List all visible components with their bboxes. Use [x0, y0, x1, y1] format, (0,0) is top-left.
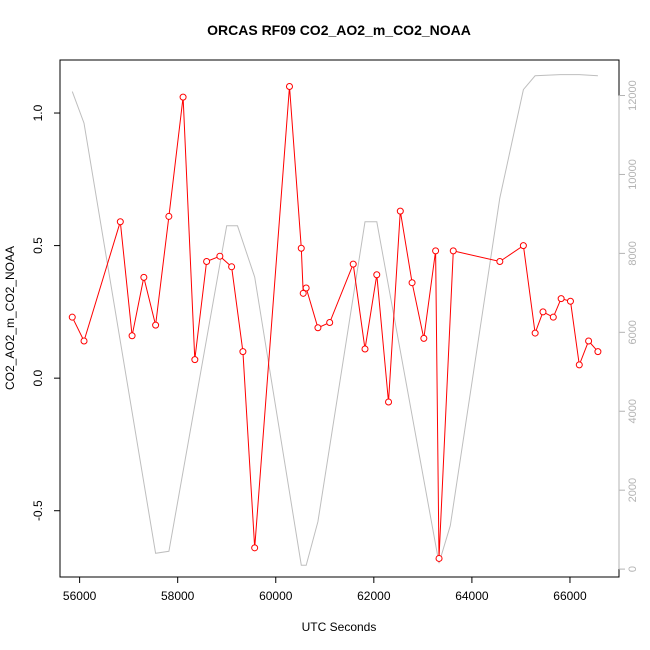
data-point [449, 247, 457, 255]
data-point [285, 83, 293, 91]
x-tick-label: 60000 [259, 589, 293, 603]
x-axis: 56000 58000 60000 62000 64000 66000 [63, 576, 587, 603]
y2-tick-label: 12000 [627, 80, 639, 111]
data-point [251, 544, 259, 552]
x-tick-label: 64000 [455, 589, 489, 603]
data-point [420, 334, 428, 342]
data-point [496, 257, 504, 265]
chart-title: ORCAS RF09 CO2_AO2_m_CO2_NOAA [207, 22, 471, 38]
data-point [435, 554, 443, 562]
y2-tick-label: 0 [627, 566, 639, 572]
data-point [239, 348, 247, 356]
y2-tick-label: 6000 [627, 320, 639, 344]
series-layer [68, 74, 602, 566]
y2-tick-label: 2000 [627, 478, 639, 502]
data-point [216, 252, 224, 260]
data-point [519, 242, 527, 250]
data-point [432, 247, 440, 255]
data-point [396, 207, 404, 215]
data-point [228, 263, 236, 271]
data-point [116, 218, 124, 226]
data-point [326, 318, 334, 326]
data-point [349, 260, 357, 268]
data-point [557, 295, 565, 303]
y-axis-label: CO2_AO2_m_CO2_NOAA [3, 246, 17, 390]
y-tick-label: 1.0 [31, 104, 45, 121]
data-point [575, 361, 583, 369]
data-point [314, 324, 322, 332]
x-axis-label: UTC Seconds [302, 620, 377, 634]
data-point [179, 93, 187, 101]
plot-frame [59, 59, 620, 578]
data-point [165, 212, 173, 220]
y-axis-left: -0.5 0.0 0.5 1.0 [31, 104, 61, 521]
data-point [140, 273, 148, 281]
y-axis-right: 0 2000 4000 6000 8000 10000 12000 [618, 80, 639, 572]
data-point [128, 332, 136, 340]
y-tick-label: 0.0 [31, 369, 45, 386]
x-tick-label: 58000 [161, 589, 195, 603]
data-point [408, 279, 416, 287]
data-point [152, 321, 160, 329]
plot-area-border [59, 59, 620, 578]
y-tick-label: 0.5 [31, 237, 45, 254]
data-point [585, 337, 593, 345]
data-point [299, 289, 307, 297]
data-point [539, 308, 547, 316]
data-point [191, 356, 199, 364]
data-point [297, 244, 305, 252]
data-point [566, 297, 574, 305]
data-point [80, 337, 88, 345]
data-point [203, 257, 211, 265]
y2-tick-label: 4000 [627, 399, 639, 423]
x-tick-label: 56000 [63, 589, 97, 603]
data-point [302, 284, 310, 292]
x-tick-label: 62000 [357, 589, 391, 603]
data-point [385, 398, 393, 406]
series-line-right-axis [71, 74, 598, 566]
x-tick-label: 66000 [553, 589, 587, 603]
y-tick-label: -0.5 [31, 500, 45, 521]
y2-tick-label: 10000 [627, 159, 639, 190]
data-point [68, 313, 76, 321]
data-point [594, 348, 602, 356]
data-point [361, 345, 369, 353]
data-point [373, 271, 381, 279]
y2-tick-label: 8000 [627, 241, 639, 265]
series-line-co2-diff [71, 86, 599, 559]
data-point [531, 329, 539, 337]
data-point [549, 313, 557, 321]
